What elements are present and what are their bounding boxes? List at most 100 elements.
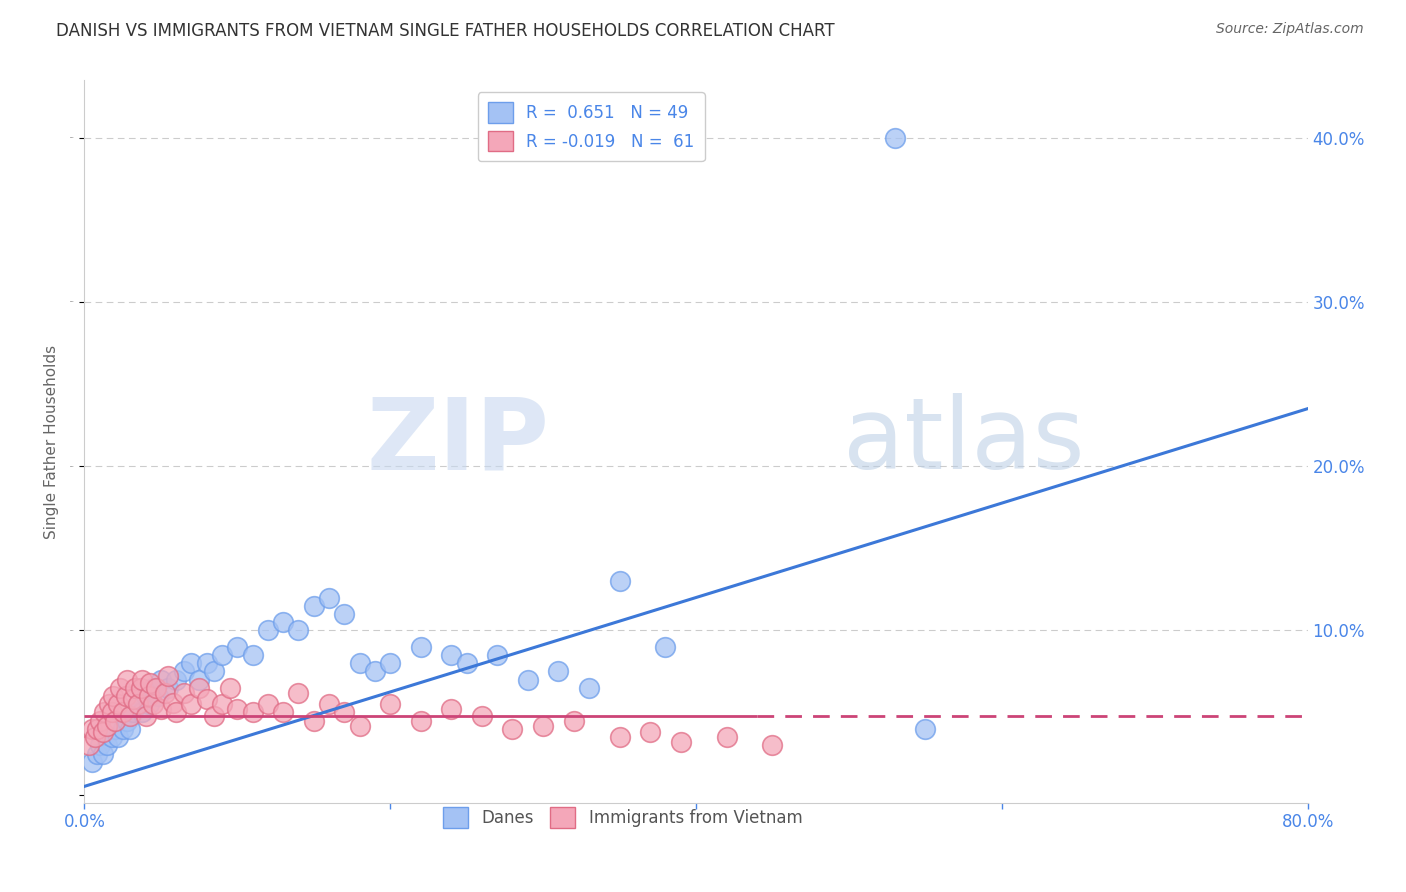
Point xyxy=(146,689,169,703)
Text: ZIP: ZIP xyxy=(367,393,550,490)
Point xyxy=(138,689,160,703)
Point xyxy=(173,686,195,700)
Point xyxy=(318,698,340,712)
Point xyxy=(202,665,225,679)
Point xyxy=(122,692,145,706)
Point xyxy=(111,722,134,736)
Point xyxy=(115,673,138,687)
Point xyxy=(333,607,356,621)
Point xyxy=(883,130,905,145)
Point xyxy=(91,747,114,761)
Point xyxy=(97,698,120,712)
Point xyxy=(157,681,180,695)
Point xyxy=(142,681,165,695)
Point xyxy=(91,725,114,739)
Point xyxy=(211,648,233,662)
Point xyxy=(96,739,118,753)
Point xyxy=(547,665,569,679)
Point xyxy=(101,706,124,720)
Point xyxy=(80,722,103,736)
Point xyxy=(165,706,187,720)
Point xyxy=(104,722,127,736)
Point xyxy=(104,714,127,728)
Point xyxy=(218,681,240,695)
Point xyxy=(138,698,160,712)
Point xyxy=(77,739,100,753)
Point xyxy=(173,665,195,679)
Point xyxy=(638,725,661,739)
Point xyxy=(669,735,692,749)
Point xyxy=(202,708,225,723)
Point xyxy=(456,657,478,671)
Text: DANISH VS IMMIGRANTS FROM VIETNAM SINGLE FATHER HOUSEHOLDS CORRELATION CHART: DANISH VS IMMIGRANTS FROM VIETNAM SINGLE… xyxy=(56,22,835,40)
Point xyxy=(257,624,280,638)
Point xyxy=(139,676,162,690)
Point xyxy=(562,714,585,728)
Point xyxy=(86,722,108,736)
Point xyxy=(135,708,157,723)
Point xyxy=(914,722,936,736)
Point xyxy=(440,702,463,716)
Point xyxy=(103,689,125,703)
Point xyxy=(531,718,554,732)
Point xyxy=(318,591,340,605)
Point xyxy=(93,706,115,720)
Point xyxy=(271,706,294,720)
Point xyxy=(115,714,138,728)
Point xyxy=(145,681,167,695)
Point xyxy=(80,755,103,769)
Point xyxy=(486,648,509,662)
Point xyxy=(124,681,146,695)
Point xyxy=(271,615,294,630)
Point xyxy=(149,673,172,687)
Point xyxy=(122,706,145,720)
Point xyxy=(89,714,111,728)
Point xyxy=(409,640,432,654)
Point xyxy=(242,706,264,720)
Point xyxy=(155,686,177,700)
Point xyxy=(578,681,600,695)
Point xyxy=(111,706,134,720)
Point xyxy=(195,657,218,671)
Point xyxy=(180,698,202,712)
Point xyxy=(195,692,218,706)
Point xyxy=(120,708,142,723)
Point xyxy=(131,706,153,720)
Point xyxy=(149,702,172,716)
Point xyxy=(96,718,118,732)
Point xyxy=(380,698,402,712)
Point xyxy=(107,730,129,744)
Point xyxy=(333,706,356,720)
Point xyxy=(226,640,249,654)
Point xyxy=(440,648,463,662)
Point xyxy=(380,657,402,671)
Point xyxy=(349,657,371,671)
Y-axis label: Single Father Households: Single Father Households xyxy=(44,344,59,539)
Point xyxy=(162,696,184,710)
Point xyxy=(107,698,129,712)
Point xyxy=(226,702,249,716)
Point xyxy=(180,657,202,671)
Point xyxy=(157,669,180,683)
Point xyxy=(302,714,325,728)
Point xyxy=(142,698,165,712)
Point xyxy=(211,698,233,712)
Point xyxy=(135,689,157,703)
Point xyxy=(188,673,211,687)
Point xyxy=(89,739,111,753)
Point xyxy=(654,640,676,654)
Point xyxy=(409,714,432,728)
Point xyxy=(131,673,153,687)
Point xyxy=(716,730,738,744)
Point xyxy=(287,624,309,638)
Point xyxy=(364,665,387,679)
Point xyxy=(502,722,524,736)
Point xyxy=(127,698,149,712)
Point xyxy=(349,718,371,732)
Point xyxy=(609,730,631,744)
Point xyxy=(242,648,264,662)
Point xyxy=(101,730,124,744)
Point xyxy=(188,681,211,695)
Point xyxy=(86,747,108,761)
Legend: Danes, Immigrants from Vietnam: Danes, Immigrants from Vietnam xyxy=(436,800,808,834)
